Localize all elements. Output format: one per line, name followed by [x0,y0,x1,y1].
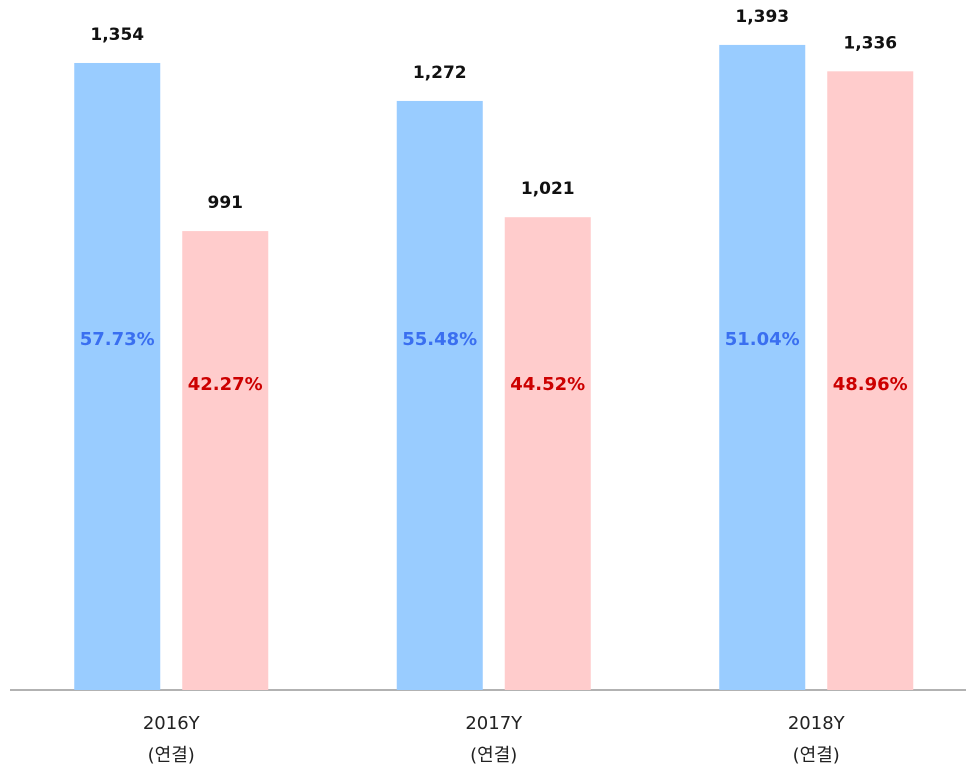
x-tick-label: 2018Y (연결) [787,713,845,766]
x-tick-label: 2017Y (연결) [465,713,523,766]
value-label: 1,354 [90,25,144,45]
bar [74,62,161,691]
value-label: 1,336 [843,33,897,53]
value-label: 1,021 [521,179,575,199]
bar [182,231,269,690]
bar [719,44,806,691]
share-label: 42.27% [188,374,263,395]
share-label: 57.73% [80,329,155,350]
x-tick-label: 2016Y (연결) [142,713,200,766]
bar [396,100,483,691]
share-label: 48.96% [833,374,908,395]
share-label: 44.52% [510,374,585,395]
bar [827,71,914,691]
value-label: 991 [208,193,244,213]
share-label: 55.48% [402,329,477,350]
bar [504,217,591,690]
value-label: 1,393 [735,7,789,27]
value-label: 1,272 [413,63,467,83]
share-label: 51.04% [725,329,800,350]
